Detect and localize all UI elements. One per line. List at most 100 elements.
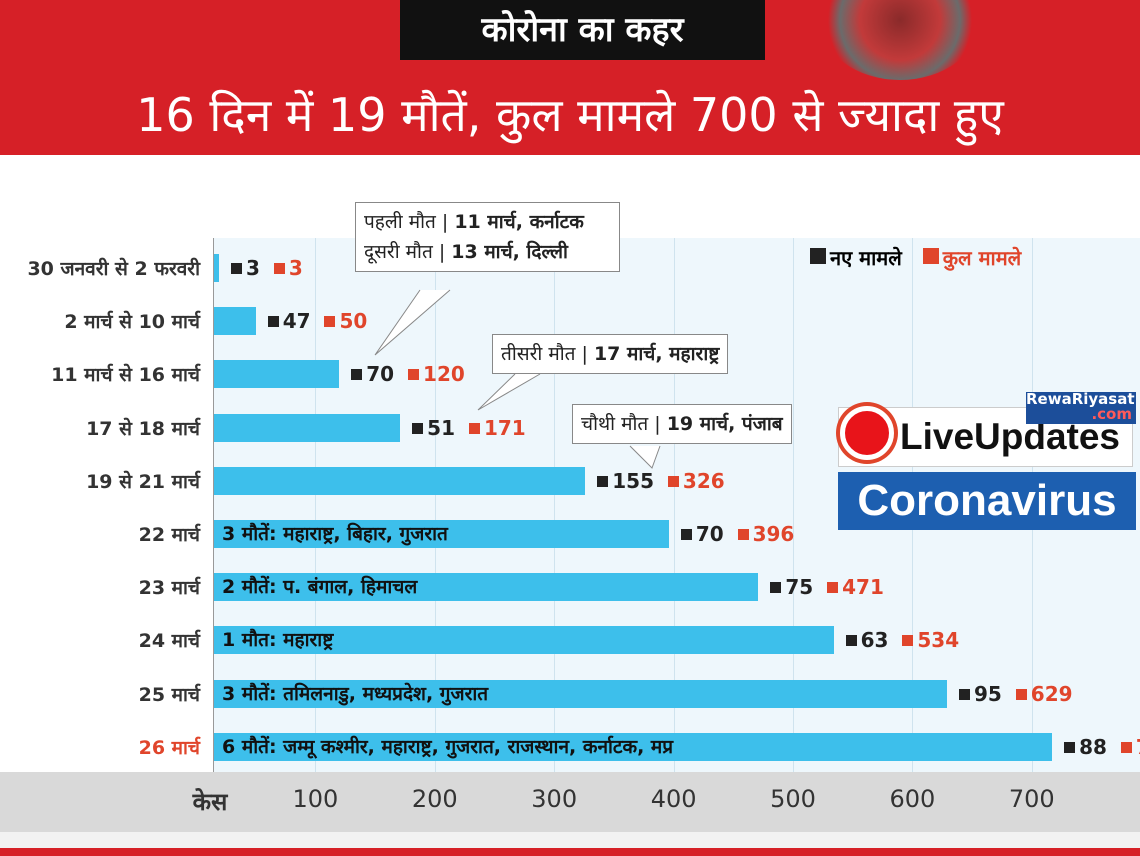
total-cases-value: 171 bbox=[483, 415, 526, 440]
y-category-label: 25 मार्च bbox=[138, 683, 200, 706]
total-cases-value: 120 bbox=[423, 362, 465, 387]
new-cases-marker bbox=[1064, 741, 1076, 753]
new-cases-value: 70 bbox=[366, 362, 395, 387]
callout-label: दूसरी मौत bbox=[364, 241, 433, 263]
bar-total-cases bbox=[214, 254, 219, 282]
kicker: कोरोना का कहर bbox=[400, 0, 765, 60]
x-tick-label: 400 bbox=[650, 785, 697, 813]
new-cases-value: 75 bbox=[785, 575, 814, 600]
total-cases-marker bbox=[827, 582, 839, 594]
new-cases-marker bbox=[267, 316, 279, 328]
new-cases-marker bbox=[351, 369, 363, 381]
bar-total-cases bbox=[214, 573, 759, 602]
x-axis-label: केस bbox=[192, 788, 228, 816]
new-cases-marker bbox=[845, 635, 857, 647]
new-cases-marker bbox=[597, 475, 609, 487]
gridline bbox=[554, 238, 556, 772]
x-tick-label: 700 bbox=[1008, 785, 1055, 813]
bar-deaths-annotation: 1 मौत: महाराष्ट्र bbox=[222, 629, 334, 652]
bar-value-labels: 51 171 bbox=[412, 414, 526, 442]
callout-label: पहली मौत bbox=[364, 211, 436, 233]
total-cases-value: 396 bbox=[752, 522, 795, 546]
bar-total-cases bbox=[214, 307, 256, 336]
bar-total-cases bbox=[214, 732, 1053, 761]
bar-value-labels: 75 471 bbox=[770, 573, 884, 601]
new-cases-marker bbox=[959, 688, 971, 700]
legend-total: कुल मामले bbox=[922, 246, 1021, 270]
x-tick-label: 500 bbox=[770, 785, 816, 813]
bar-total-cases bbox=[214, 520, 669, 548]
header-banner: कोरोना का कहर 16 दिन में 19 मौतें, कुल म… bbox=[0, 0, 1140, 155]
total-cases-marker bbox=[1015, 688, 1027, 700]
bar-value-labels: 95 629 bbox=[959, 680, 1073, 708]
bar-value-labels: 70 396 bbox=[680, 520, 795, 548]
y-category-label: 2 मार्च से 10 मार्च bbox=[64, 311, 200, 334]
bar-deaths-annotation: 2 मौतें: प. बंगाल, हिमाचल bbox=[222, 576, 418, 599]
total-cases-value: 3 bbox=[288, 256, 303, 280]
total-cases-marker bbox=[902, 635, 914, 647]
bar-deaths-annotation: 3 मौतें: महाराष्ट्र, बिहार, गुजरात bbox=[222, 523, 448, 545]
x-axis-strip bbox=[0, 772, 1140, 832]
bar-deaths-annotation: 6 मौतें: जम्मू कश्मीर, महाराष्ट्र, गुजरा… bbox=[222, 735, 674, 758]
y-category-label: 23 मार्च bbox=[138, 577, 200, 600]
x-tick-label: 300 bbox=[531, 785, 578, 813]
topic-banner: Coronavirus bbox=[838, 472, 1136, 530]
callout-fourth-death: चौथी मौत | 19 मार्च, पंजाब bbox=[572, 404, 792, 444]
gridline bbox=[673, 238, 675, 772]
total-cases-marker bbox=[408, 369, 420, 381]
callout-detail: 19 मार्च, पंजाब bbox=[666, 413, 783, 435]
new-cases-value: 95 bbox=[974, 681, 1002, 706]
total-cases-marker bbox=[468, 422, 480, 434]
new-cases-value: 63 bbox=[860, 628, 889, 653]
live-updates-logo: RewaRiyasat .com LiveUpdates Coronavirus bbox=[838, 392, 1138, 532]
y-category-label: 24 मार्च bbox=[138, 630, 200, 653]
bar-value-labels: 63 534 bbox=[845, 626, 959, 654]
bar-value-labels: 155 326 bbox=[597, 467, 725, 495]
new-cases-marker bbox=[412, 422, 424, 434]
bar-total-cases bbox=[214, 626, 834, 655]
total-cases-marker bbox=[324, 316, 336, 328]
brand-badge: RewaRiyasat .com bbox=[1026, 390, 1136, 424]
bar-deaths-annotation: 3 मौतें: तमिलनाडु, मध्यप्रदेश, गुजरात bbox=[222, 682, 489, 705]
callout-detail: 11 मार्च, कर्नाटक bbox=[454, 211, 584, 233]
bar-total-cases bbox=[214, 413, 401, 442]
legend: नए मामले कुल मामले bbox=[810, 244, 1021, 271]
x-tick-label: 600 bbox=[889, 785, 936, 813]
total-cases-value: 717 bbox=[1136, 735, 1140, 759]
new-cases-marker bbox=[231, 263, 242, 274]
total-cases-value: 471 bbox=[842, 575, 884, 600]
bar-total-cases bbox=[214, 679, 948, 708]
y-category-label: 26 मार्च bbox=[138, 736, 200, 759]
total-cases-marker bbox=[1120, 741, 1132, 753]
page-title: 16 दिन में 19 मौतें, कुल मामले 700 से ज्… bbox=[136, 88, 1004, 142]
bar-value-labels: 47 50 bbox=[267, 307, 368, 335]
bar-total-cases bbox=[214, 360, 340, 389]
bar-value-labels: 88 717 bbox=[1064, 733, 1140, 761]
y-category-label: 22 मार्च bbox=[138, 524, 200, 546]
x-tick-label: 200 bbox=[411, 785, 458, 813]
y-category-label: 11 मार्च से 16 मार्च bbox=[51, 364, 200, 387]
total-cases-value: 50 bbox=[339, 309, 368, 334]
new-cases-value: 51 bbox=[427, 415, 456, 440]
total-cases-marker bbox=[737, 529, 749, 540]
legend-new: नए मामले bbox=[810, 246, 902, 270]
callout-detail: 17 मार्च, महाराष्ट्र bbox=[593, 343, 720, 365]
callout-first-second-death: पहली मौत | 11 मार्च, कर्नाटक दूसरी मौत |… bbox=[355, 202, 620, 272]
new-cases-value: 70 bbox=[695, 522, 724, 546]
callout-detail: 13 मार्च, दिल्ली bbox=[451, 241, 568, 263]
total-cases-value: 326 bbox=[682, 468, 725, 493]
total-cases-value: 629 bbox=[1030, 681, 1073, 706]
callout-label: तीसरी मौत bbox=[501, 343, 576, 365]
new-cases-value: 88 bbox=[1079, 734, 1107, 759]
gridline bbox=[793, 238, 794, 772]
legend-new-swatch bbox=[810, 248, 826, 264]
callout-label: चौथी मौत bbox=[581, 413, 649, 435]
new-cases-value: 3 bbox=[246, 256, 260, 280]
new-cases-value: 47 bbox=[282, 309, 311, 334]
live-dot-icon bbox=[840, 406, 894, 460]
callout-third-death: तीसरी मौत | 17 मार्च, महाराष्ट्र bbox=[492, 334, 729, 374]
footer-bar bbox=[0, 848, 1140, 856]
new-cases-value: 155 bbox=[612, 468, 654, 493]
gridline bbox=[315, 238, 317, 772]
